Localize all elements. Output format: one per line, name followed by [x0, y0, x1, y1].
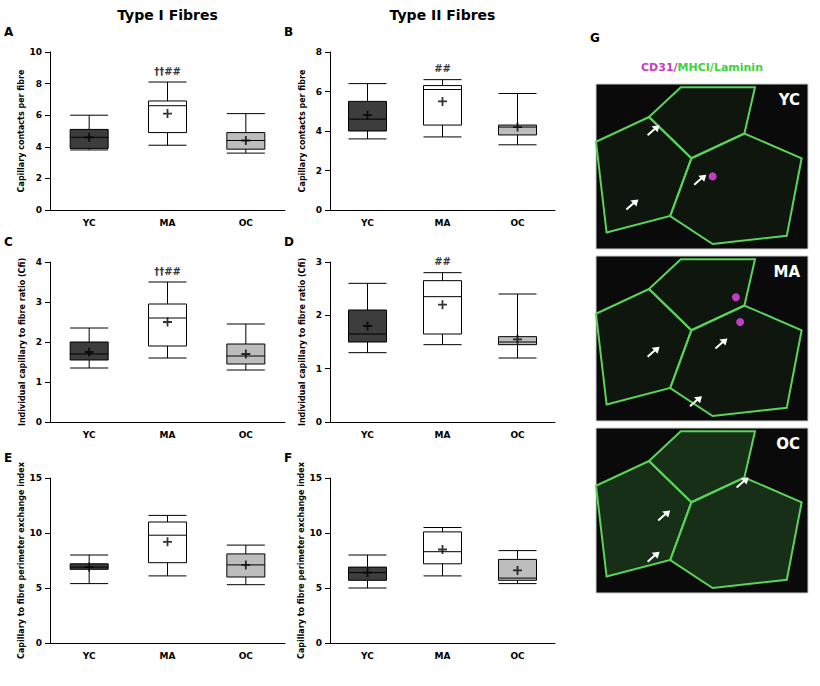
svg-text:##: ## [434, 256, 451, 267]
svg-text:6: 6 [316, 87, 322, 97]
svg-text:10: 10 [29, 528, 42, 538]
svg-text:4: 4 [36, 142, 42, 152]
svg-text:MA: MA [160, 430, 176, 440]
svg-text:15: 15 [309, 473, 322, 483]
svg-text:YC: YC [360, 651, 374, 661]
svg-text:Type I Fibres: Type I Fibres [117, 7, 218, 23]
svg-text:MA: MA [160, 651, 176, 661]
svg-text:0: 0 [36, 638, 42, 648]
svg-text:2: 2 [316, 310, 322, 320]
svg-text:††##: ††## [154, 66, 181, 77]
svg-text:10: 10 [309, 528, 322, 538]
svg-text:0: 0 [36, 205, 42, 215]
svg-text:YC: YC [360, 430, 374, 440]
svg-text:0: 0 [316, 417, 322, 427]
svg-text:0: 0 [316, 638, 322, 648]
svg-text:4: 4 [316, 126, 322, 136]
svg-text:OC: OC [510, 430, 525, 440]
svg-text:Capillary to fibre perimeter e: Capillary to fibre perimeter exchange in… [297, 461, 306, 659]
svg-text:Capillary contacts per fibre: Capillary contacts per fibre [298, 69, 307, 192]
svg-text:Individual capillary to fibre: Individual capillary to fibre ratio (Cfi… [298, 258, 307, 426]
svg-text:F: F [284, 451, 292, 465]
svg-text:YC: YC [778, 91, 800, 109]
svg-text:D: D [284, 235, 294, 249]
svg-text:Type II Fibres: Type II Fibres [390, 7, 496, 23]
svg-text:MA: MA [160, 218, 176, 228]
svg-text:MA: MA [435, 218, 451, 228]
svg-text:††##: ††## [154, 266, 181, 277]
svg-text:OC: OC [239, 651, 254, 661]
svg-text:E: E [4, 451, 12, 465]
svg-text:MA: MA [435, 430, 451, 440]
svg-text:15: 15 [29, 473, 42, 483]
svg-text:2: 2 [316, 166, 322, 176]
svg-text:YC: YC [82, 430, 96, 440]
svg-text:MHCI/: MHCI/ [678, 61, 715, 74]
svg-text:B: B [284, 25, 293, 39]
svg-text:MA: MA [435, 651, 451, 661]
svg-text:MA: MA [773, 263, 800, 281]
svg-text:Individual capillary to fibre: Individual capillary to fibre ratio (Cfi… [18, 258, 27, 426]
svg-text:8: 8 [316, 47, 322, 57]
svg-text:Capillary to fibre perimeter e: Capillary to fibre perimeter exchange in… [17, 461, 26, 659]
svg-text:A: A [4, 25, 14, 39]
svg-text:2: 2 [36, 173, 42, 183]
svg-text:OC: OC [776, 435, 800, 453]
svg-text:##: ## [434, 63, 451, 74]
svg-text:5: 5 [316, 583, 322, 593]
svg-text:6: 6 [36, 110, 42, 120]
svg-text:3: 3 [36, 297, 42, 307]
svg-text:3: 3 [316, 257, 322, 267]
svg-text:YC: YC [82, 218, 96, 228]
svg-text:8: 8 [36, 79, 42, 89]
svg-text:CD31/: CD31/ [641, 61, 679, 74]
svg-text:5: 5 [36, 583, 42, 593]
svg-text:0: 0 [36, 417, 42, 427]
svg-text:Laminin: Laminin [714, 61, 763, 74]
svg-text:10: 10 [29, 47, 42, 57]
svg-text:YC: YC [82, 651, 96, 661]
svg-text:Capillary contacts per fibre: Capillary contacts per fibre [17, 69, 26, 192]
svg-text:2: 2 [36, 337, 42, 347]
svg-text:1: 1 [36, 377, 42, 387]
svg-text:0: 0 [316, 205, 322, 215]
svg-text:1: 1 [316, 364, 322, 374]
svg-text:OC: OC [239, 218, 254, 228]
svg-text:OC: OC [239, 430, 254, 440]
svg-text:C: C [4, 235, 13, 249]
svg-text:4: 4 [36, 257, 42, 267]
svg-text:G: G [590, 31, 600, 45]
svg-text:OC: OC [510, 218, 525, 228]
svg-text:YC: YC [360, 218, 374, 228]
svg-text:OC: OC [510, 651, 525, 661]
